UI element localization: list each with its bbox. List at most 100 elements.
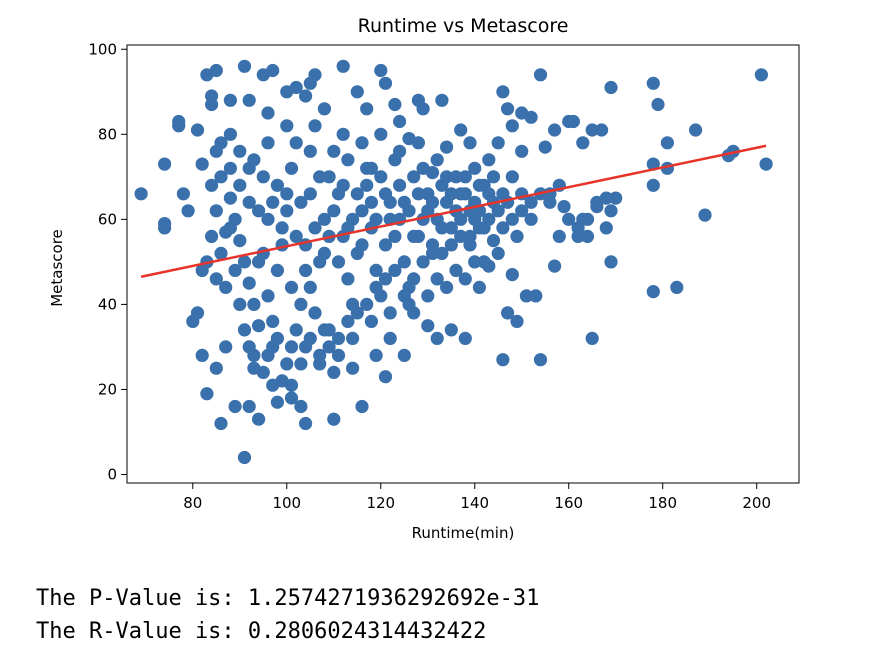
data-point [242, 195, 256, 209]
data-point [482, 153, 496, 167]
data-point [580, 212, 595, 226]
data-point [440, 140, 454, 154]
data-point [205, 178, 219, 192]
data-point [223, 191, 237, 205]
data-point [369, 212, 383, 226]
data-point [505, 268, 519, 282]
data-point [411, 136, 425, 150]
data-point [548, 259, 562, 273]
data-point [242, 161, 256, 175]
data-point [322, 170, 336, 184]
data-point [496, 187, 510, 201]
data-point [524, 195, 538, 209]
data-point [252, 204, 266, 218]
data-point [289, 80, 303, 95]
data-point [214, 170, 228, 184]
data-point [341, 153, 355, 167]
y-tick-label: 0 [107, 465, 117, 483]
data-point [416, 255, 430, 269]
data-point [463, 238, 477, 252]
y-tick-label: 60 [98, 210, 117, 228]
data-point [360, 102, 374, 116]
data-point [458, 331, 472, 345]
data-point [308, 221, 322, 235]
data-point [228, 263, 242, 277]
data-point [233, 234, 247, 248]
data-point [562, 212, 576, 226]
data-point [660, 136, 675, 150]
data-point [430, 272, 444, 286]
data-point [383, 331, 397, 345]
data-point [266, 63, 280, 78]
data-point [698, 208, 712, 222]
data-point [322, 340, 336, 354]
data-point [388, 97, 402, 112]
data-point [237, 323, 252, 337]
data-point [256, 170, 270, 184]
data-point [341, 221, 355, 235]
data-point [374, 63, 388, 78]
data-point [472, 221, 486, 235]
data-point [472, 280, 486, 294]
x-axis-ticks: 80 100 120 140 160 180 200 [183, 483, 771, 512]
data-point [317, 246, 331, 260]
data-point [486, 170, 501, 184]
data-point [308, 119, 322, 133]
data-point [557, 200, 571, 214]
scatter-chart: Runtime vs Metascore 80 100 120 140 160 180 20… [48, 15, 800, 542]
data-point [501, 306, 515, 320]
data-points [134, 59, 773, 465]
data-point [646, 76, 660, 90]
data-point [454, 123, 468, 137]
data-point [214, 416, 228, 431]
data-point [275, 221, 289, 235]
data-point [223, 221, 237, 235]
data-point [355, 204, 369, 218]
data-point [378, 370, 393, 384]
x-tick-label: 200 [742, 494, 771, 512]
data-point [496, 353, 510, 367]
r-value-output: The R-Value is: 0.2806024314432422 [36, 619, 487, 644]
data-point [369, 263, 383, 277]
data-point [510, 314, 524, 328]
data-point [299, 263, 313, 277]
y-tick-label: 40 [98, 295, 117, 313]
data-point [496, 85, 510, 99]
data-point [449, 170, 463, 184]
data-point [510, 229, 524, 243]
data-point [364, 195, 378, 209]
data-point [322, 323, 336, 337]
data-point [252, 255, 266, 269]
data-point [261, 106, 275, 120]
data-point [759, 157, 773, 171]
x-tick-label: 120 [366, 494, 395, 512]
data-point [205, 229, 219, 243]
data-point [270, 395, 284, 409]
data-point [411, 229, 425, 243]
data-point [374, 127, 388, 141]
data-point [237, 450, 252, 465]
data-point [261, 136, 275, 150]
chart-title: Runtime vs Metascore [358, 15, 569, 37]
data-point [355, 238, 369, 252]
data-point [378, 76, 393, 90]
data-point [407, 170, 421, 184]
data-point [378, 238, 393, 252]
data-point [670, 280, 684, 294]
data-point [237, 59, 252, 73]
data-point [425, 195, 440, 209]
data-point [609, 191, 623, 205]
data-point [299, 416, 313, 431]
data-point [585, 123, 599, 137]
data-point [435, 246, 449, 260]
data-point [313, 170, 327, 184]
data-point [209, 63, 223, 78]
data-point [280, 357, 294, 371]
data-point [468, 161, 482, 175]
data-point [275, 238, 289, 252]
data-point [270, 178, 284, 192]
data-point [501, 102, 515, 116]
data-point [378, 187, 393, 201]
data-point [317, 212, 331, 226]
data-point [369, 280, 383, 294]
